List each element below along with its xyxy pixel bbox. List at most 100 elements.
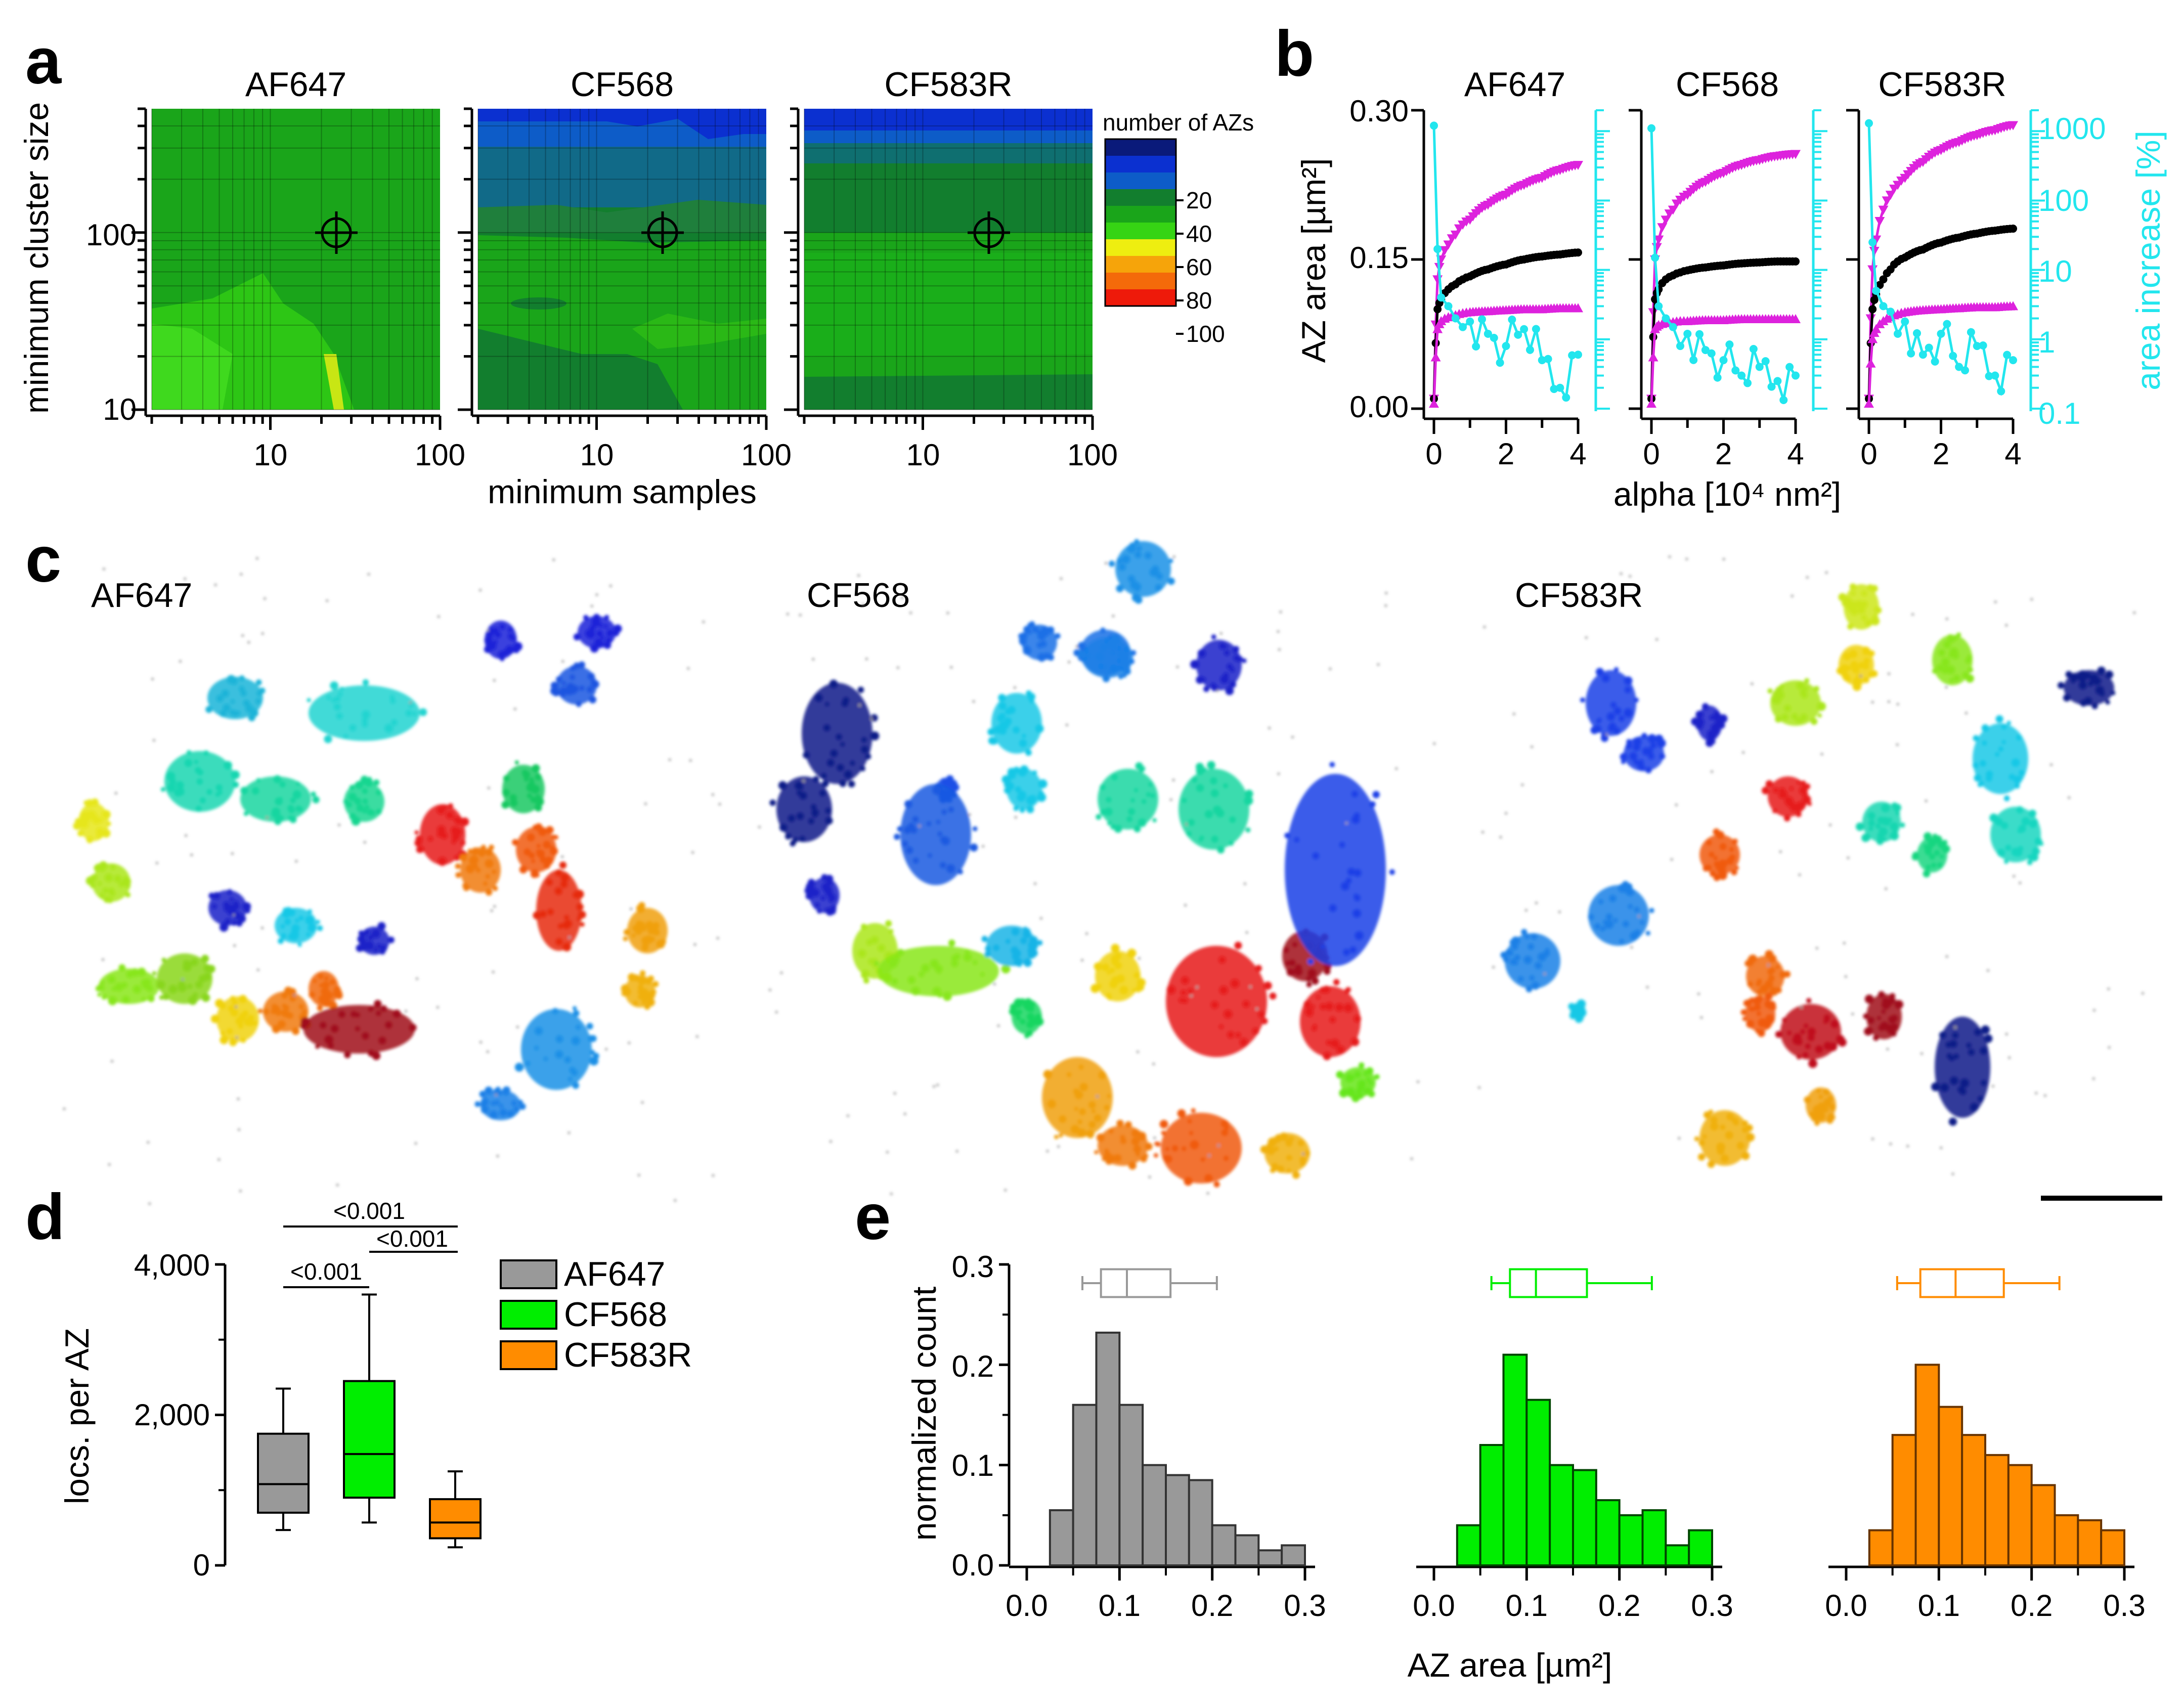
cluster-point xyxy=(1218,1024,1224,1029)
series-increase-point xyxy=(1707,349,1716,358)
cluster-point xyxy=(1647,735,1653,740)
series-increase-point xyxy=(1451,314,1460,323)
cluster-point xyxy=(1613,918,1618,923)
bg-point xyxy=(2005,1033,2008,1036)
bg-point xyxy=(946,611,949,615)
cluster-point xyxy=(1218,642,1226,650)
cluster-point xyxy=(122,996,130,1004)
cluster-point xyxy=(1102,675,1110,682)
bg-point xyxy=(114,792,117,795)
cluster-point xyxy=(1230,979,1240,988)
cluster-point xyxy=(281,933,287,939)
cluster-point xyxy=(471,847,479,855)
cluster-point xyxy=(281,992,288,999)
cluster-point xyxy=(1720,1154,1729,1163)
cluster-point xyxy=(1133,585,1141,592)
cluster xyxy=(1744,950,1791,1002)
series-increase-point xyxy=(1979,341,1987,350)
cluster-point xyxy=(1258,1011,1265,1019)
cluster-point xyxy=(1005,708,1012,715)
cluster xyxy=(1009,998,1044,1038)
cluster-point xyxy=(1306,982,1312,987)
bg-point xyxy=(1004,1189,1007,1192)
cluster-point xyxy=(278,797,283,802)
bg-point xyxy=(829,1140,832,1143)
cluster-point xyxy=(485,1086,493,1095)
cluster-point xyxy=(1948,653,1953,658)
cluster-point xyxy=(1742,1016,1747,1021)
cluster-point xyxy=(1856,822,1864,831)
histogram-bar xyxy=(2077,1519,2103,1566)
cluster-point xyxy=(1343,1003,1353,1013)
cluster-point xyxy=(1023,927,1028,931)
cluster-point xyxy=(565,687,573,695)
cluster-point xyxy=(1946,665,1955,675)
cluster xyxy=(894,784,978,885)
bg-point xyxy=(890,1193,893,1196)
cluster-point xyxy=(1924,832,1932,841)
cluster-point xyxy=(527,833,535,842)
bg-point xyxy=(1851,1013,1854,1016)
bg-point xyxy=(812,658,815,661)
cluster-point xyxy=(469,855,479,865)
cluster-point xyxy=(107,821,111,826)
cluster-point xyxy=(865,754,871,760)
bg-point xyxy=(644,802,647,805)
cluster-point xyxy=(825,702,830,707)
cluster-point xyxy=(589,625,595,632)
panel-b-y2tick-01: 0.1 xyxy=(2038,397,2080,430)
cluster-point xyxy=(1095,652,1105,662)
cluster-point xyxy=(1868,671,1875,678)
cluster-point xyxy=(1118,674,1123,679)
cluster-point xyxy=(932,987,941,996)
cluster-point xyxy=(1182,798,1187,803)
panel-a-xlabel: minimum samples xyxy=(488,473,757,510)
panel-a-grids xyxy=(132,107,1094,430)
cluster-point xyxy=(523,777,529,782)
cluster-point xyxy=(1354,1015,1361,1023)
cluster-point xyxy=(999,721,1007,730)
cluster-point xyxy=(1058,1133,1063,1138)
cluster-point xyxy=(1891,1031,1897,1037)
cluster-point xyxy=(870,731,880,740)
cluster-point xyxy=(1127,544,1136,553)
cluster-point xyxy=(499,1104,504,1108)
cluster-point xyxy=(1261,1018,1268,1025)
cluster-point xyxy=(320,988,326,994)
cluster-point xyxy=(1196,676,1204,684)
cluster-point xyxy=(475,867,481,873)
cluster-point xyxy=(1311,977,1319,985)
panel-a: a AF647 CF568 CF583R xyxy=(18,25,1254,510)
bg-point xyxy=(1925,800,1928,803)
bg-point xyxy=(1700,1016,1703,1019)
colorbar-segment-8 xyxy=(1105,273,1176,289)
cluster-point xyxy=(645,978,652,985)
cluster-point xyxy=(331,698,336,703)
panel-b-y2label: area increase [%] xyxy=(2129,130,2167,390)
cluster-point xyxy=(1306,976,1312,982)
bg-point xyxy=(1208,1154,1211,1157)
cluster xyxy=(343,775,384,826)
cluster-point xyxy=(988,736,996,745)
cluster-point xyxy=(826,891,834,898)
cluster-point xyxy=(1872,619,1879,624)
cluster-point xyxy=(946,775,954,783)
cluster-point xyxy=(965,949,970,954)
cluster-point xyxy=(232,999,238,1006)
cluster-point xyxy=(1017,793,1026,802)
bg-point xyxy=(1585,636,1588,639)
cluster-point xyxy=(1106,992,1111,998)
cluster-point xyxy=(460,840,466,846)
cluster-point xyxy=(271,809,280,818)
cluster-point xyxy=(215,784,223,791)
cluster-point xyxy=(364,805,370,810)
cluster-point xyxy=(203,750,209,756)
cluster-point xyxy=(820,895,826,901)
cluster-body xyxy=(1082,637,1133,678)
cluster-point xyxy=(1100,809,1107,816)
cluster-point xyxy=(1023,958,1032,967)
cluster-body xyxy=(556,666,597,705)
panel-b-ytick-030: 0.30 xyxy=(1349,94,1409,128)
cluster-point xyxy=(1610,702,1617,708)
bg-point xyxy=(1991,1085,1994,1088)
